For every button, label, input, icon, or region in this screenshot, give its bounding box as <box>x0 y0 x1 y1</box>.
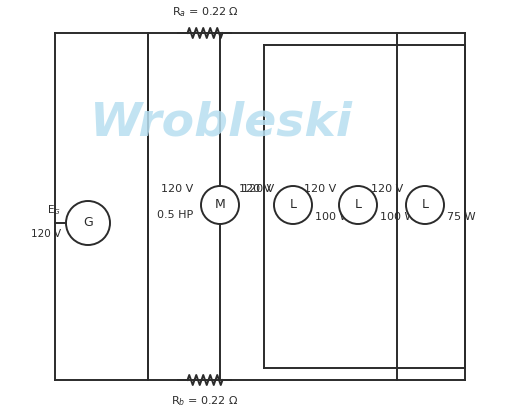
Text: 100 W: 100 W <box>315 212 350 222</box>
Text: 120 V: 120 V <box>370 184 402 194</box>
Circle shape <box>338 186 376 224</box>
Text: G: G <box>83 217 93 229</box>
Circle shape <box>200 186 238 224</box>
Text: 120 V: 120 V <box>241 184 274 194</box>
Text: R$_b$ = 0.22 Ω: R$_b$ = 0.22 Ω <box>171 394 238 408</box>
Text: Wrobleski: Wrobleski <box>90 100 352 145</box>
Text: 120 V: 120 V <box>161 184 192 194</box>
Text: L: L <box>354 199 361 212</box>
Text: E$_G$: E$_G$ <box>47 203 61 217</box>
Text: R$_a$ = 0.22 Ω: R$_a$ = 0.22 Ω <box>171 5 238 19</box>
Text: 75 W: 75 W <box>446 212 475 222</box>
Circle shape <box>274 186 312 224</box>
Text: L: L <box>289 199 296 212</box>
Text: 120 V: 120 V <box>238 184 271 194</box>
Text: L: L <box>421 199 428 212</box>
Text: 0.5 HP: 0.5 HP <box>157 210 192 220</box>
Text: M: M <box>214 199 225 212</box>
Text: 120 V: 120 V <box>31 229 61 239</box>
Text: 120 V: 120 V <box>303 184 335 194</box>
Circle shape <box>66 201 110 245</box>
Text: 100 W: 100 W <box>379 212 415 222</box>
Circle shape <box>405 186 443 224</box>
